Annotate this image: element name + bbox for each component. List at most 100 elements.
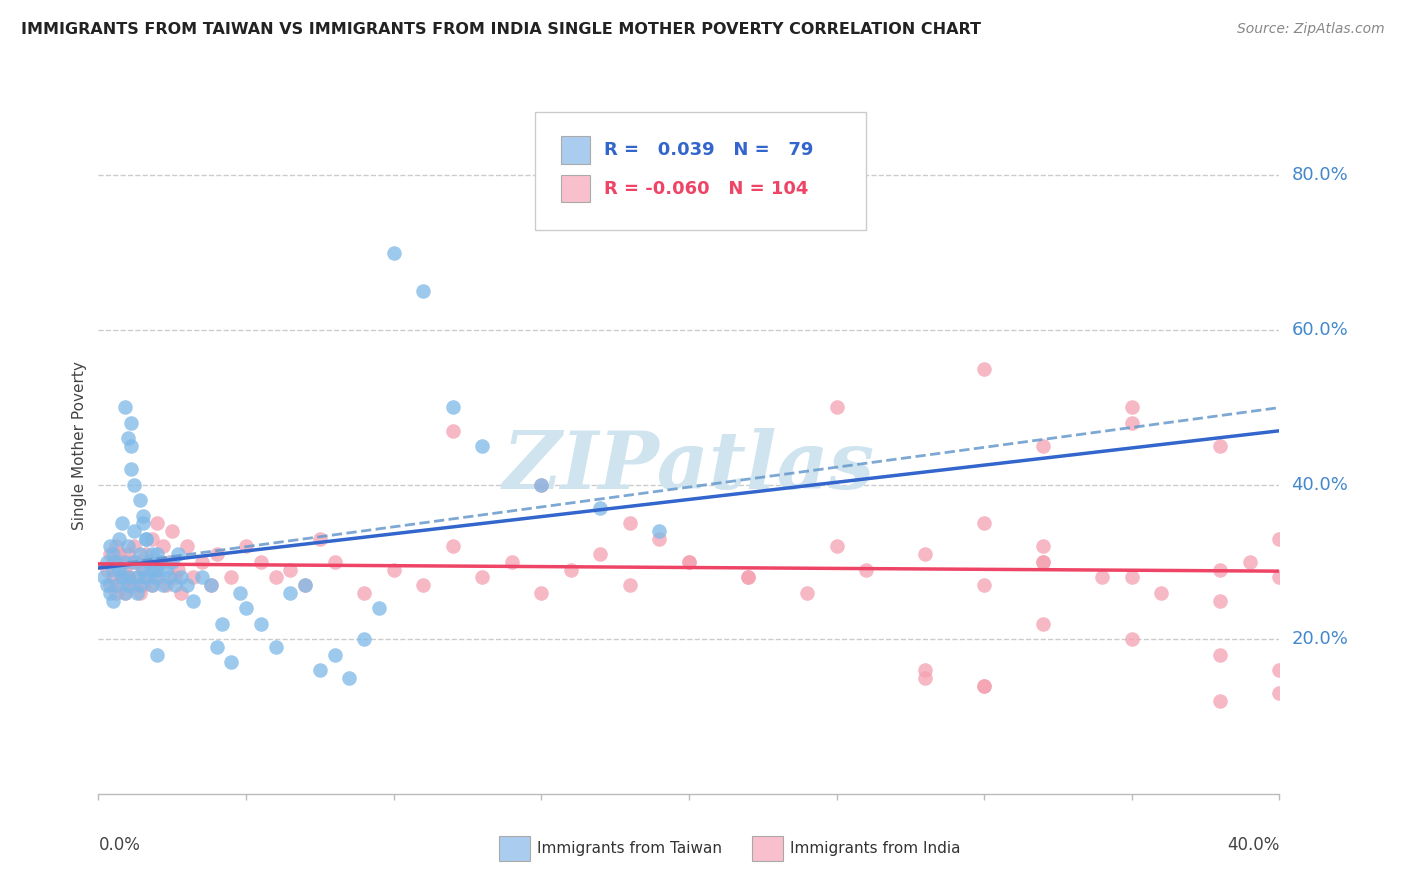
Point — [914, 671, 936, 685]
Point — [117, 547, 139, 561]
Point — [323, 648, 346, 662]
Text: 20.0%: 20.0% — [1291, 631, 1348, 648]
Point — [120, 578, 142, 592]
Point — [1091, 570, 1114, 584]
Point — [157, 570, 180, 584]
Point — [382, 563, 405, 577]
Point — [619, 578, 641, 592]
Point — [973, 578, 995, 592]
Point — [135, 532, 157, 546]
Point — [98, 586, 121, 600]
Point — [914, 547, 936, 561]
Point — [117, 578, 139, 592]
Point — [141, 532, 163, 546]
Point — [135, 570, 157, 584]
Point — [120, 555, 142, 569]
Text: R =   0.039   N =   79: R = 0.039 N = 79 — [605, 141, 813, 160]
Point — [117, 540, 139, 554]
Point — [1121, 416, 1143, 430]
Point — [96, 578, 118, 592]
Point — [1032, 439, 1054, 453]
Point — [914, 663, 936, 677]
Point — [120, 439, 142, 453]
Point — [122, 524, 145, 538]
Point — [114, 401, 136, 415]
Point — [973, 361, 995, 376]
Point — [1268, 532, 1291, 546]
Point — [111, 570, 134, 584]
Point — [103, 563, 125, 577]
Point — [157, 555, 180, 569]
Point — [589, 500, 612, 515]
Point — [149, 555, 172, 569]
Point — [138, 555, 160, 569]
Point — [1121, 570, 1143, 584]
Text: IMMIGRANTS FROM TAIWAN VS IMMIGRANTS FROM INDIA SINGLE MOTHER POVERTY CORRELATIO: IMMIGRANTS FROM TAIWAN VS IMMIGRANTS FRO… — [21, 22, 981, 37]
Y-axis label: Single Mother Poverty: Single Mother Poverty — [72, 361, 87, 531]
Point — [125, 570, 148, 584]
Point — [125, 555, 148, 569]
Point — [132, 563, 155, 577]
Point — [648, 532, 671, 546]
Point — [141, 547, 163, 561]
Point — [368, 601, 391, 615]
Point — [1209, 694, 1232, 708]
Point — [1209, 563, 1232, 577]
Point — [138, 555, 160, 569]
Point — [1121, 632, 1143, 647]
Point — [105, 586, 128, 600]
Point — [309, 663, 332, 677]
Point — [176, 578, 198, 592]
Point — [1209, 593, 1232, 607]
Point — [105, 555, 128, 569]
Point — [98, 547, 121, 561]
Point — [122, 540, 145, 554]
Point — [96, 563, 118, 577]
Point — [678, 555, 700, 569]
Point — [117, 570, 139, 584]
Point — [108, 578, 131, 592]
Point — [530, 477, 553, 491]
Point — [441, 401, 464, 415]
Point — [1209, 648, 1232, 662]
Point — [471, 439, 494, 453]
Point — [560, 563, 582, 577]
Point — [103, 593, 125, 607]
Text: 40.0%: 40.0% — [1227, 836, 1279, 854]
Point — [132, 516, 155, 531]
Point — [167, 547, 190, 561]
Point — [146, 563, 169, 577]
Point — [114, 586, 136, 600]
Point — [309, 532, 332, 546]
Point — [103, 570, 125, 584]
Point — [250, 555, 273, 569]
Point — [737, 570, 759, 584]
Point — [737, 570, 759, 584]
Point — [337, 671, 360, 685]
Point — [1209, 439, 1232, 453]
Point — [181, 593, 204, 607]
Point — [211, 616, 233, 631]
Point — [441, 424, 464, 438]
Point — [181, 570, 204, 584]
Point — [117, 570, 139, 584]
Point — [98, 540, 121, 554]
Text: ZIPatlas: ZIPatlas — [503, 428, 875, 506]
Point — [149, 555, 172, 569]
Point — [1150, 586, 1173, 600]
Point — [128, 586, 150, 600]
Bar — [561, 136, 589, 164]
Point — [108, 532, 131, 546]
Point — [589, 547, 612, 561]
Point — [1268, 686, 1291, 700]
Point — [796, 586, 818, 600]
Point — [167, 563, 190, 577]
Text: 40.0%: 40.0% — [1291, 475, 1348, 493]
Point — [973, 679, 995, 693]
Point — [128, 493, 150, 508]
Point — [162, 555, 183, 569]
Point — [412, 285, 434, 299]
Point — [125, 570, 148, 584]
Point — [152, 578, 174, 592]
Text: Immigrants from Taiwan: Immigrants from Taiwan — [537, 841, 723, 855]
